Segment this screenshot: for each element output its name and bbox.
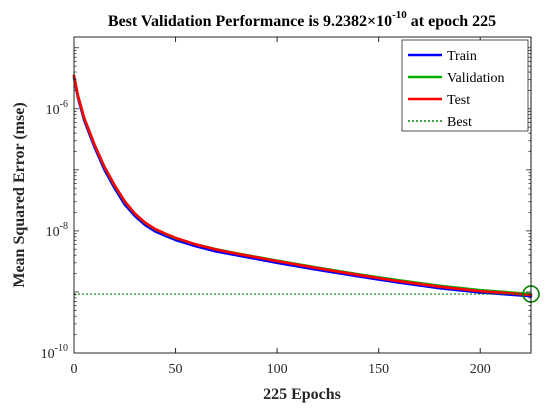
legend: Train Validation Test Best — [401, 39, 529, 132]
series-layer — [72, 74, 533, 298]
chart-title-prefix: Best Validation Performance is 9.2382×10 — [108, 13, 392, 30]
x-tick-label: 150 — [368, 362, 389, 377]
axes-box — [73, 36, 532, 354]
chart-title-exponent: -10 — [392, 9, 407, 21]
chart-title-suffix: at epoch 225 — [407, 13, 496, 30]
y-axis-title: Mean Squared Error (mse) — [11, 102, 28, 287]
legend-label-best: Best — [447, 115, 472, 130]
x-tick-label: 100 — [267, 362, 288, 377]
chart-title: Best Validation Performance is 9.2382×10… — [108, 9, 496, 30]
y-tick-label: 10-10 — [41, 343, 68, 362]
x-tick-label: 200 — [470, 362, 491, 377]
y-tick-label: 10-6 — [46, 99, 68, 118]
series-line-test — [72, 74, 533, 297]
legend-label-validation: Validation — [447, 71, 505, 86]
x-tick-label: 0 — [71, 362, 78, 377]
y-tick-label: 10-8 — [46, 221, 68, 240]
legend-items: Train Validation Test Best — [408, 49, 505, 130]
x-tick-label: 50 — [169, 362, 183, 377]
x-axis-title: 225 Epochs — [263, 386, 341, 403]
legend-label-train: Train — [447, 49, 477, 64]
ticks-layer: 0 50 100 150 200 10-10 10-8 10-6 — [41, 37, 531, 377]
legend-label-test: Test — [447, 93, 470, 108]
